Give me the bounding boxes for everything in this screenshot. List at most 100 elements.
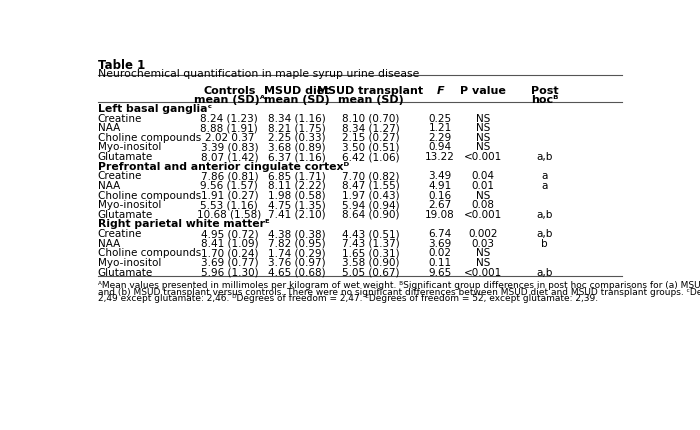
Text: 3.49: 3.49 bbox=[428, 171, 452, 181]
Text: Glutamate: Glutamate bbox=[97, 152, 153, 162]
Text: 1.97 (0.43): 1.97 (0.43) bbox=[342, 190, 399, 200]
Text: 10.68 (1.58): 10.68 (1.58) bbox=[197, 210, 262, 220]
Text: 0.02: 0.02 bbox=[428, 249, 452, 258]
Text: 1.74 (0.29): 1.74 (0.29) bbox=[268, 249, 326, 258]
Text: and (b) MSUD transplant versus controls. There were no significant differences b: and (b) MSUD transplant versus controls.… bbox=[97, 288, 700, 297]
Text: 7.70 (0.82): 7.70 (0.82) bbox=[342, 171, 399, 181]
Text: mean (SD): mean (SD) bbox=[337, 95, 403, 105]
Text: 2.02 0.37: 2.02 0.37 bbox=[204, 133, 254, 143]
Text: 7.43 (1.37): 7.43 (1.37) bbox=[342, 239, 399, 249]
Text: 3.76 (0.97): 3.76 (0.97) bbox=[268, 258, 326, 268]
Text: 0.25: 0.25 bbox=[428, 114, 452, 123]
Text: 0.16: 0.16 bbox=[428, 190, 452, 200]
Text: 3.68 (0.89): 3.68 (0.89) bbox=[268, 142, 326, 153]
Text: Creatine: Creatine bbox=[97, 229, 142, 239]
Text: 8.07 (1.42): 8.07 (1.42) bbox=[200, 152, 258, 162]
Text: Myo-inositol: Myo-inositol bbox=[97, 200, 161, 210]
Text: ᴬMean values presented in millimoles per kilogram of wet weight. ᴮSignificant gr: ᴬMean values presented in millimoles per… bbox=[97, 281, 700, 290]
Text: 1.70 (0.24): 1.70 (0.24) bbox=[201, 249, 258, 258]
Text: NAA: NAA bbox=[97, 181, 120, 191]
Text: a,b: a,b bbox=[537, 210, 553, 220]
Text: Left basal gangliaᶜ: Left basal gangliaᶜ bbox=[97, 104, 211, 114]
Text: b: b bbox=[541, 239, 548, 249]
Text: a,b: a,b bbox=[537, 152, 553, 162]
Text: 8.34 (1.16): 8.34 (1.16) bbox=[268, 114, 326, 123]
Text: 6.85 (1.71): 6.85 (1.71) bbox=[268, 171, 326, 181]
Text: 6.42 (1.06): 6.42 (1.06) bbox=[342, 152, 399, 162]
Text: NAA: NAA bbox=[97, 123, 120, 133]
Text: NS: NS bbox=[475, 258, 490, 268]
Text: Choline compounds: Choline compounds bbox=[97, 133, 201, 143]
Text: a: a bbox=[542, 171, 548, 181]
Text: 0.94: 0.94 bbox=[428, 142, 452, 153]
Text: Creatine: Creatine bbox=[97, 171, 142, 181]
Text: 7.41 (2.10): 7.41 (2.10) bbox=[268, 210, 326, 220]
Text: 0.08: 0.08 bbox=[471, 200, 494, 210]
Text: 4.91: 4.91 bbox=[428, 181, 452, 191]
Text: 8.47 (1.55): 8.47 (1.55) bbox=[342, 181, 399, 191]
Text: 2.67: 2.67 bbox=[428, 200, 452, 210]
Text: 8.64 (0.90): 8.64 (0.90) bbox=[342, 210, 399, 220]
Text: Neurochemical quantification in maple syrup urine disease: Neurochemical quantification in maple sy… bbox=[97, 69, 419, 79]
Text: Prefrontal and anterior cingulate cortexᴰ: Prefrontal and anterior cingulate cortex… bbox=[97, 162, 349, 172]
Text: 8.10 (0.70): 8.10 (0.70) bbox=[342, 114, 399, 123]
Text: 2,49 except glutamate: 2,46. ᴰDegrees of freedom = 2,47. ᴱDegrees of freedom = 5: 2,49 except glutamate: 2,46. ᴰDegrees of… bbox=[97, 294, 598, 303]
Text: MSUD transplant: MSUD transplant bbox=[317, 86, 424, 96]
Text: Controls: Controls bbox=[203, 86, 256, 96]
Text: 4.95 (0.72): 4.95 (0.72) bbox=[200, 229, 258, 239]
Text: 9.56 (1.57): 9.56 (1.57) bbox=[200, 181, 258, 191]
Text: NS: NS bbox=[475, 123, 490, 133]
Text: mean (SD): mean (SD) bbox=[264, 95, 330, 105]
Text: 5.05 (0.67): 5.05 (0.67) bbox=[342, 267, 399, 278]
Text: Choline compounds: Choline compounds bbox=[97, 190, 201, 200]
Text: 0.002: 0.002 bbox=[468, 229, 498, 239]
Text: F: F bbox=[436, 86, 444, 96]
Text: Myo-inositol: Myo-inositol bbox=[97, 142, 161, 153]
Text: hocᴮ: hocᴮ bbox=[531, 95, 559, 105]
Text: a,b: a,b bbox=[537, 229, 553, 239]
Text: 0.11: 0.11 bbox=[428, 258, 452, 268]
Text: 7.82 (0.95): 7.82 (0.95) bbox=[268, 239, 326, 249]
Text: <0.001: <0.001 bbox=[463, 267, 502, 278]
Text: 2.15 (0.27): 2.15 (0.27) bbox=[342, 133, 399, 143]
Text: Right parietal white matterᴱ: Right parietal white matterᴱ bbox=[97, 219, 270, 230]
Text: Table 1: Table 1 bbox=[97, 59, 145, 72]
Text: 0.01: 0.01 bbox=[471, 181, 494, 191]
Text: <0.001: <0.001 bbox=[463, 210, 502, 220]
Text: a,b: a,b bbox=[537, 267, 553, 278]
Text: 0.04: 0.04 bbox=[471, 171, 494, 181]
Text: 3.39 (0.83): 3.39 (0.83) bbox=[200, 142, 258, 153]
Text: 1.98 (0.58): 1.98 (0.58) bbox=[268, 190, 326, 200]
Text: 3.50 (0.51): 3.50 (0.51) bbox=[342, 142, 399, 153]
Text: 3.58 (0.90): 3.58 (0.90) bbox=[342, 258, 399, 268]
Text: 13.22: 13.22 bbox=[425, 152, 455, 162]
Text: NS: NS bbox=[475, 190, 490, 200]
Text: 8.88 (1.91): 8.88 (1.91) bbox=[200, 123, 258, 133]
Text: 1.65 (0.31): 1.65 (0.31) bbox=[342, 249, 399, 258]
Text: 4.75 (1.35): 4.75 (1.35) bbox=[268, 200, 326, 210]
Text: 7.86 (0.81): 7.86 (0.81) bbox=[200, 171, 258, 181]
Text: 1.91 (0.27): 1.91 (0.27) bbox=[200, 190, 258, 200]
Text: 4.65 (0.68): 4.65 (0.68) bbox=[268, 267, 326, 278]
Text: 19.08: 19.08 bbox=[426, 210, 455, 220]
Text: 8.34 (1.27): 8.34 (1.27) bbox=[342, 123, 399, 133]
Text: a: a bbox=[542, 181, 548, 191]
Text: 2.29: 2.29 bbox=[428, 133, 452, 143]
Text: Post: Post bbox=[531, 86, 559, 96]
Text: 5.96 (1.30): 5.96 (1.30) bbox=[200, 267, 258, 278]
Text: 4.38 (0.38): 4.38 (0.38) bbox=[268, 229, 326, 239]
Text: 2.25 (0.33): 2.25 (0.33) bbox=[268, 133, 326, 143]
Text: NS: NS bbox=[475, 133, 490, 143]
Text: NS: NS bbox=[475, 249, 490, 258]
Text: 8.41 (1.09): 8.41 (1.09) bbox=[200, 239, 258, 249]
Text: P value: P value bbox=[460, 86, 505, 96]
Text: 5.94 (0.94): 5.94 (0.94) bbox=[342, 200, 399, 210]
Text: <0.001: <0.001 bbox=[463, 152, 502, 162]
Text: Glutamate: Glutamate bbox=[97, 210, 153, 220]
Text: 5.53 (1.16): 5.53 (1.16) bbox=[200, 200, 258, 210]
Text: 4.43 (0.51): 4.43 (0.51) bbox=[342, 229, 399, 239]
Text: Glutamate: Glutamate bbox=[97, 267, 153, 278]
Text: MSUD diet: MSUD diet bbox=[264, 86, 330, 96]
Text: 3.69 (0.77): 3.69 (0.77) bbox=[200, 258, 258, 268]
Text: 6.37 (1.16): 6.37 (1.16) bbox=[268, 152, 326, 162]
